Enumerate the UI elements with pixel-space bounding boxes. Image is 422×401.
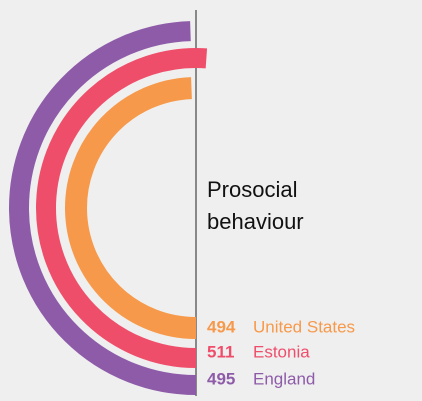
arc-bar: [36, 48, 208, 368]
value-label: 494: [207, 317, 236, 336]
arc-bar: [65, 77, 197, 339]
value-label: 511: [207, 342, 234, 361]
value-label: 495: [207, 369, 235, 388]
arc-bar: [9, 21, 197, 395]
legend-label: Estonia: [253, 342, 310, 361]
legend-label: United States: [253, 317, 355, 336]
chart-title: Prosocial behaviour: [207, 177, 304, 234]
legend-label: England: [253, 369, 315, 388]
